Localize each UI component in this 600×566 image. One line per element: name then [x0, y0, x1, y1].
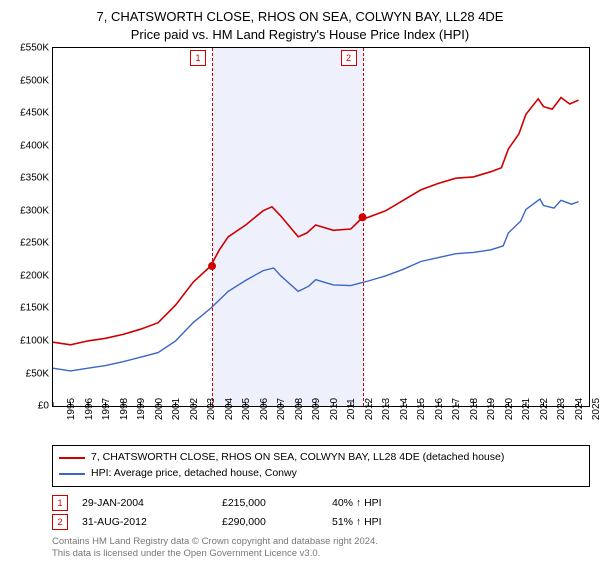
sale-date: 31-AUG-2012: [82, 516, 222, 528]
chart-title: 7, CHATSWORTH CLOSE, RHOS ON SEA, COLWYN…: [10, 8, 590, 43]
y-tick-label: £150K: [20, 303, 49, 314]
sale-price: £215,000: [222, 497, 332, 509]
sale-delta: 40% ↑ HPI: [332, 497, 442, 509]
sale-marker-line: [212, 48, 213, 406]
plot-svg: [53, 48, 589, 406]
sale-row: 2 31-AUG-2012£290,00051% ↑ HPI: [52, 514, 590, 530]
sale-price: £290,000: [222, 516, 332, 528]
chart-container: 7, CHATSWORTH CLOSE, RHOS ON SEA, COLWYN…: [0, 0, 600, 566]
footer-line-2: This data is licensed under the Open Gov…: [52, 548, 590, 560]
footer-line-1: Contains HM Land Registry data © Crown c…: [52, 536, 590, 548]
y-tick-label: £100K: [20, 336, 49, 347]
legend-label-hpi: HPI: Average price, detached house, Conw…: [91, 466, 297, 482]
plot-area: £0£50K£100K£150K£200K£250K£300K£350K£400…: [52, 47, 590, 407]
sale-delta: 51% ↑ HPI: [332, 516, 442, 528]
y-tick-label: £400K: [20, 140, 49, 151]
sale-marker-label: 1: [190, 50, 206, 66]
y-tick-label: £200K: [20, 270, 49, 281]
y-tick-label: £550K: [20, 43, 49, 54]
y-tick-label: £450K: [20, 108, 49, 119]
x-tick-label: 2025: [577, 398, 600, 420]
legend-label-subject: 7, CHATSWORTH CLOSE, RHOS ON SEA, COLWYN…: [91, 450, 504, 466]
y-tick-label: £300K: [20, 205, 49, 216]
sale-date: 29-JAN-2004: [82, 497, 222, 509]
footer: Contains HM Land Registry data © Crown c…: [52, 536, 590, 561]
legend: 7, CHATSWORTH CLOSE, RHOS ON SEA, COLWYN…: [52, 445, 590, 487]
sale-row: 1 29-JAN-2004£215,00040% ↑ HPI: [52, 495, 590, 511]
x-axis: 1995199619971998199920002001200220032004…: [52, 407, 590, 443]
y-axis: £0£50K£100K£150K£200K£250K£300K£350K£400…: [9, 48, 51, 406]
y-tick-label: £350K: [20, 173, 49, 184]
title-line-2: Price paid vs. HM Land Registry's House …: [10, 26, 590, 44]
title-line-1: 7, CHATSWORTH CLOSE, RHOS ON SEA, COLWYN…: [10, 8, 590, 26]
y-tick-label: £500K: [20, 75, 49, 86]
y-tick-label: £50K: [26, 368, 49, 379]
sales-table: 1 29-JAN-2004£215,00040% ↑ HPI 2 31-AUG-201…: [52, 495, 590, 530]
y-tick-label: £0: [38, 401, 49, 412]
legend-swatch-subject: [59, 457, 85, 459]
sale-marker-label: 2: [341, 50, 357, 66]
legend-row-subject: 7, CHATSWORTH CLOSE, RHOS ON SEA, COLWYN…: [59, 450, 583, 466]
sale-badge: 1: [52, 495, 68, 511]
y-tick-label: £250K: [20, 238, 49, 249]
legend-swatch-hpi: [59, 473, 85, 475]
sale-badge: 2: [52, 514, 68, 530]
sale-marker-line: [363, 48, 364, 406]
legend-row-hpi: HPI: Average price, detached house, Conw…: [59, 466, 583, 482]
